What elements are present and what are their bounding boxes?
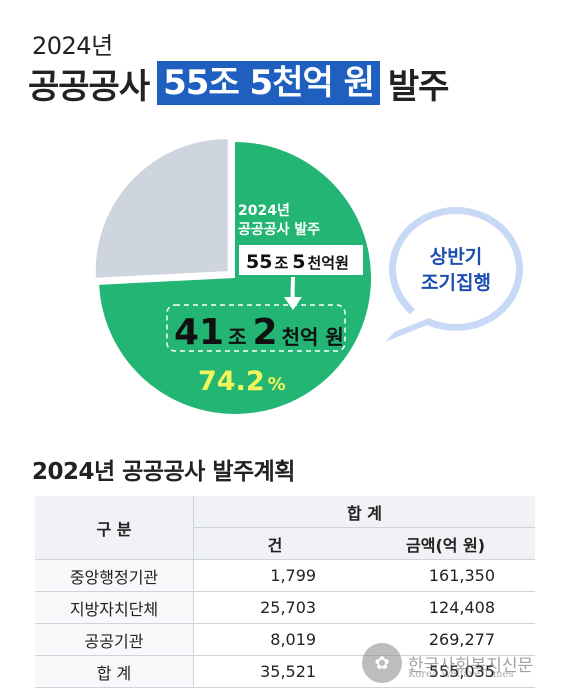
row-name: 합 계 bbox=[35, 655, 194, 688]
table-row: 공공기관 8,019 269,277 bbox=[35, 623, 535, 656]
header-count: 건 bbox=[193, 527, 357, 560]
callout-bubble: 상반기 조기집행 bbox=[385, 207, 523, 342]
inner-label-title: 공공공사 발주 bbox=[238, 221, 320, 238]
early-box bbox=[166, 304, 346, 352]
pie-chart: 2024년 공공공사 발주 55 조 5 천억원 41 조 2 천억 원 74.2% 상반기… bbox=[0, 110, 563, 444]
early-unit1: 조 bbox=[228, 325, 246, 349]
page-title: 공공공사 55조 5천억 원 발주 bbox=[28, 60, 450, 107]
header-year: 2024년 bbox=[32, 32, 113, 60]
total-unit1: 조 bbox=[274, 254, 288, 272]
table-row: 중앙행정기관 1,799 161,350 bbox=[35, 559, 535, 592]
early-number2: 2 bbox=[253, 312, 278, 353]
table-row-total: 합 계 35,521 555,035 bbox=[35, 655, 535, 688]
inner-label-year: 2024년 bbox=[238, 203, 290, 219]
pie-slice-other bbox=[95, 139, 228, 278]
title-highlight: 55조 5천억 원 bbox=[157, 61, 380, 105]
callout-line1: 상반기 bbox=[430, 246, 482, 268]
percent-unit: % bbox=[268, 374, 286, 395]
row-name: 중앙행정기관 bbox=[35, 559, 194, 592]
row-count: 35,521 bbox=[193, 655, 357, 688]
total-number2: 5 bbox=[292, 251, 305, 273]
total-value: 55 조 5 천억원 bbox=[246, 251, 349, 273]
watermark-logo-icon: ✿ bbox=[362, 643, 402, 683]
header-category: 구 분 bbox=[35, 496, 194, 560]
arrow-head-icon bbox=[284, 297, 302, 310]
title-after: 발주 bbox=[387, 66, 450, 107]
header-amount: 금액(억 원) bbox=[356, 527, 535, 560]
early-unit2: 천억 원 bbox=[282, 325, 344, 349]
table-title: 2024년 공공공사 발주계획 bbox=[32, 459, 295, 485]
row-name: 지방자치단체 bbox=[35, 591, 194, 624]
row-count: 25,703 bbox=[193, 591, 357, 624]
percent-label: 74.2% bbox=[198, 366, 286, 397]
plan-table: 구 분 합 계 건 금액(억 원) 중앙행정기관 1,799 161,350 지… bbox=[35, 496, 535, 688]
total-number1: 55 bbox=[246, 251, 272, 273]
percent-value: 74.2 bbox=[198, 366, 265, 397]
callout-line2: 조기집행 bbox=[421, 272, 491, 294]
row-count: 1,799 bbox=[193, 559, 357, 592]
watermark-sub: Korea Welfare Times bbox=[408, 669, 514, 680]
row-amount: 124,408 bbox=[356, 591, 535, 624]
table-row: 지방자치단체 25,703 124,408 bbox=[35, 591, 535, 624]
watermark: ✿ 한국사회복지신문 Korea Welfare Times bbox=[362, 643, 533, 683]
watermark-text: 한국사회복지신문 bbox=[408, 655, 534, 676]
row-amount: 161,350 bbox=[356, 559, 535, 592]
row-name: 공공기관 bbox=[35, 623, 194, 656]
row-count: 8,019 bbox=[193, 623, 357, 656]
total-box bbox=[239, 245, 363, 275]
header-total: 합 계 bbox=[193, 496, 535, 528]
early-number1: 41 bbox=[174, 312, 224, 353]
early-value: 41 조 2 천억 원 bbox=[174, 312, 344, 353]
title-before: 공공공사 bbox=[28, 66, 150, 107]
total-unit2: 천억원 bbox=[308, 254, 349, 272]
